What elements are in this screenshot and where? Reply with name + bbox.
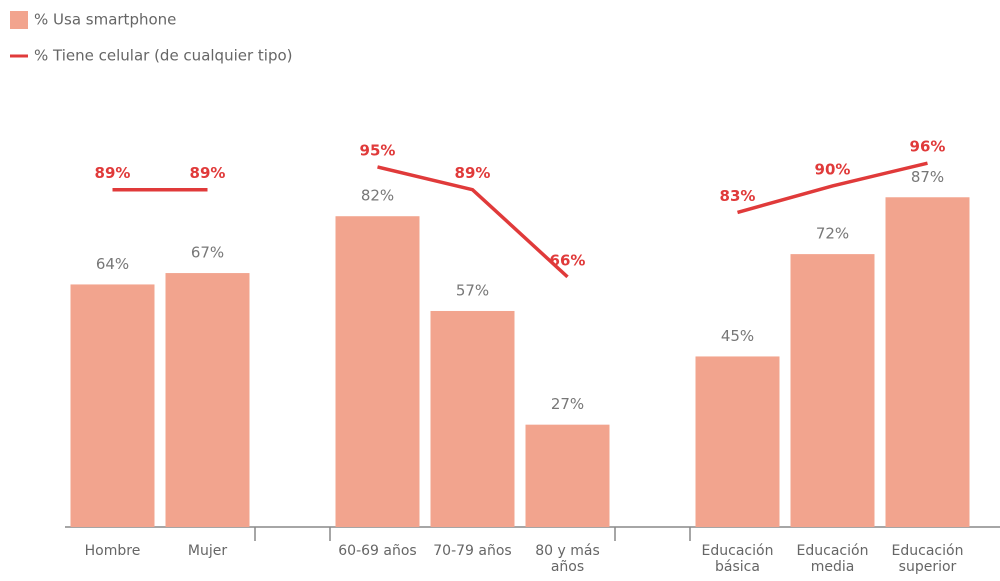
legend-swatch [10, 11, 28, 29]
bar [165, 273, 250, 527]
line-label: 83% [720, 187, 756, 205]
legend-label: % Tiene celular (de cualquier tipo) [34, 47, 293, 65]
bar-label: 72% [816, 225, 849, 243]
bar-label: 27% [551, 395, 584, 413]
line-label: 66% [550, 251, 586, 269]
bar-label: 87% [911, 168, 944, 186]
bar-label: 45% [721, 327, 754, 345]
x-tick-label: Mujer [187, 543, 228, 559]
bar-label: 82% [361, 187, 394, 205]
line [377, 165, 569, 279]
bar [885, 197, 970, 527]
legend-label: % Usa smartphone [34, 11, 176, 29]
bar [70, 284, 155, 527]
line [737, 161, 928, 215]
bar [790, 254, 875, 527]
x-tick-label: Hombre [84, 543, 141, 559]
x-tick-label: Educación básica [701, 543, 774, 575]
x-tick-label: 80 y más años [535, 543, 600, 575]
line-label: 89% [455, 164, 491, 182]
bar-label: 57% [456, 281, 489, 299]
line-label: 89% [95, 164, 131, 182]
bar-label: 67% [191, 244, 224, 262]
bar-label: 64% [96, 255, 129, 273]
x-tick-label: Educación superior [891, 543, 964, 575]
line-label: 89% [190, 164, 226, 182]
line-label: 90% [815, 160, 851, 178]
bar [430, 310, 515, 527]
x-tick-label: 60-69 años [338, 543, 417, 559]
x-tick-label: Educación media [796, 543, 869, 575]
x-tick-label: 70-79 años [433, 543, 512, 559]
line-label: 95% [360, 141, 396, 159]
bar [335, 216, 420, 527]
bar [695, 356, 780, 527]
line-label: 96% [910, 138, 946, 156]
bar [525, 424, 610, 527]
